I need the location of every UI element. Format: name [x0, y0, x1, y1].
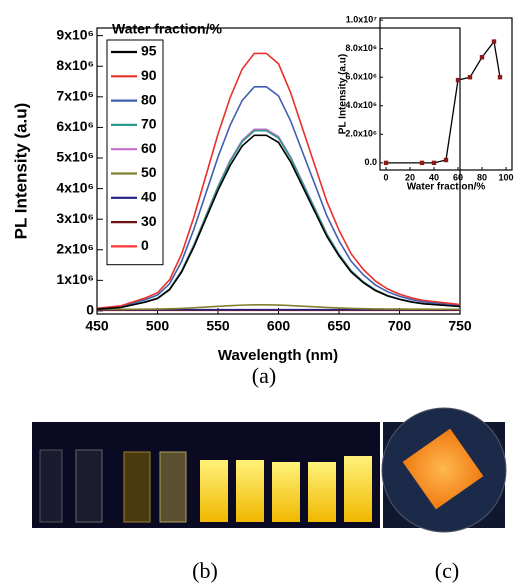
x-axis-label: Water fraction/% [407, 182, 486, 193]
point [479, 55, 485, 60]
point [455, 77, 461, 83]
vial [39, 449, 63, 523]
y-tick-label: 1.0x10⁷ [346, 15, 378, 25]
y-tick-label: 8x10⁶ [56, 57, 94, 73]
x-axis-label: Wavelength (nm) [218, 347, 338, 364]
y-tick-label: 3x10⁶ [56, 210, 94, 226]
legend-box [106, 39, 164, 266]
x-tick-label: 80 [477, 172, 487, 182]
photo-c [381, 407, 507, 533]
series-line [97, 304, 461, 311]
series-line [96, 134, 461, 310]
x-tick-label: 500 [146, 317, 170, 333]
y-tick-label: 8.0x10⁶ [345, 43, 377, 53]
point [467, 75, 473, 80]
y-tick-label: 4.0x10⁶ [345, 100, 377, 110]
x-tick-label: 600 [267, 317, 291, 333]
point [431, 160, 437, 166]
point [443, 157, 449, 163]
vial [159, 451, 187, 523]
point [383, 160, 389, 166]
legend-label: 90 [141, 67, 157, 83]
x-tick-label: 750 [448, 317, 472, 333]
caption: (a) [252, 363, 276, 388]
legend-label: 70 [141, 116, 157, 132]
x-tick-label: 450 [85, 317, 109, 333]
y-tick-label: 4x10⁶ [56, 179, 94, 195]
x-tick-label: 60 [453, 172, 463, 182]
x-tick-label: 100 [498, 172, 513, 182]
vial [123, 451, 151, 523]
point [491, 39, 497, 44]
x-tick-label: 20 [405, 172, 415, 182]
x-tick-label: 550 [206, 317, 230, 333]
series-line [96, 52, 461, 310]
series-line [386, 39, 501, 164]
legend-label: 60 [141, 140, 157, 156]
charts: (a)(b) (c)450 500 550 600 650 700 75001x10⁶2x10… [11, 15, 513, 584]
y-tick-label: 2x10⁶ [56, 240, 94, 256]
point [419, 160, 425, 166]
vial [200, 460, 228, 522]
y-axis-label: PL Intensity (a.u) [11, 103, 30, 240]
x-tick-label: 650 [327, 317, 351, 333]
plot-frame [379, 17, 513, 171]
x-tick-label: 40 [429, 172, 439, 182]
series-line [96, 86, 461, 310]
legend-label: 80 [141, 91, 157, 107]
legend-label: 0 [141, 237, 149, 253]
legend-label: 50 [141, 164, 157, 180]
y-tick-label: 6x10⁶ [56, 118, 94, 134]
vial [272, 462, 300, 522]
y-axis-label: PL Intensity (a.u) [338, 54, 349, 134]
x-tick-label: 0 [383, 172, 388, 182]
y-tick-label: 1x10⁶ [56, 271, 94, 287]
legend-label: 30 [141, 213, 157, 229]
vial [308, 462, 336, 522]
film [402, 428, 484, 510]
vial [344, 456, 372, 522]
y-tick-label: 0.0 [364, 157, 377, 167]
y-tick-label: 6.0x10⁶ [345, 72, 377, 82]
caption: (b) [192, 558, 218, 583]
legend-title: Water fraction/% [112, 21, 222, 37]
y-tick-label: 2.0x10⁶ [345, 129, 377, 139]
vial [236, 460, 264, 522]
vial [75, 449, 103, 523]
y-tick-label: 0 [86, 302, 94, 318]
x-tick-label: 700 [388, 317, 412, 333]
legend-label: 40 [141, 189, 157, 205]
caption: (c) [435, 558, 459, 583]
point [497, 75, 503, 80]
y-tick-label: 7x10⁶ [56, 88, 94, 104]
y-tick-label: 5x10⁶ [56, 149, 94, 165]
photo-b [32, 422, 380, 528]
y-tick-label: 9x10⁶ [56, 26, 94, 42]
legend-label: 95 [141, 43, 157, 59]
